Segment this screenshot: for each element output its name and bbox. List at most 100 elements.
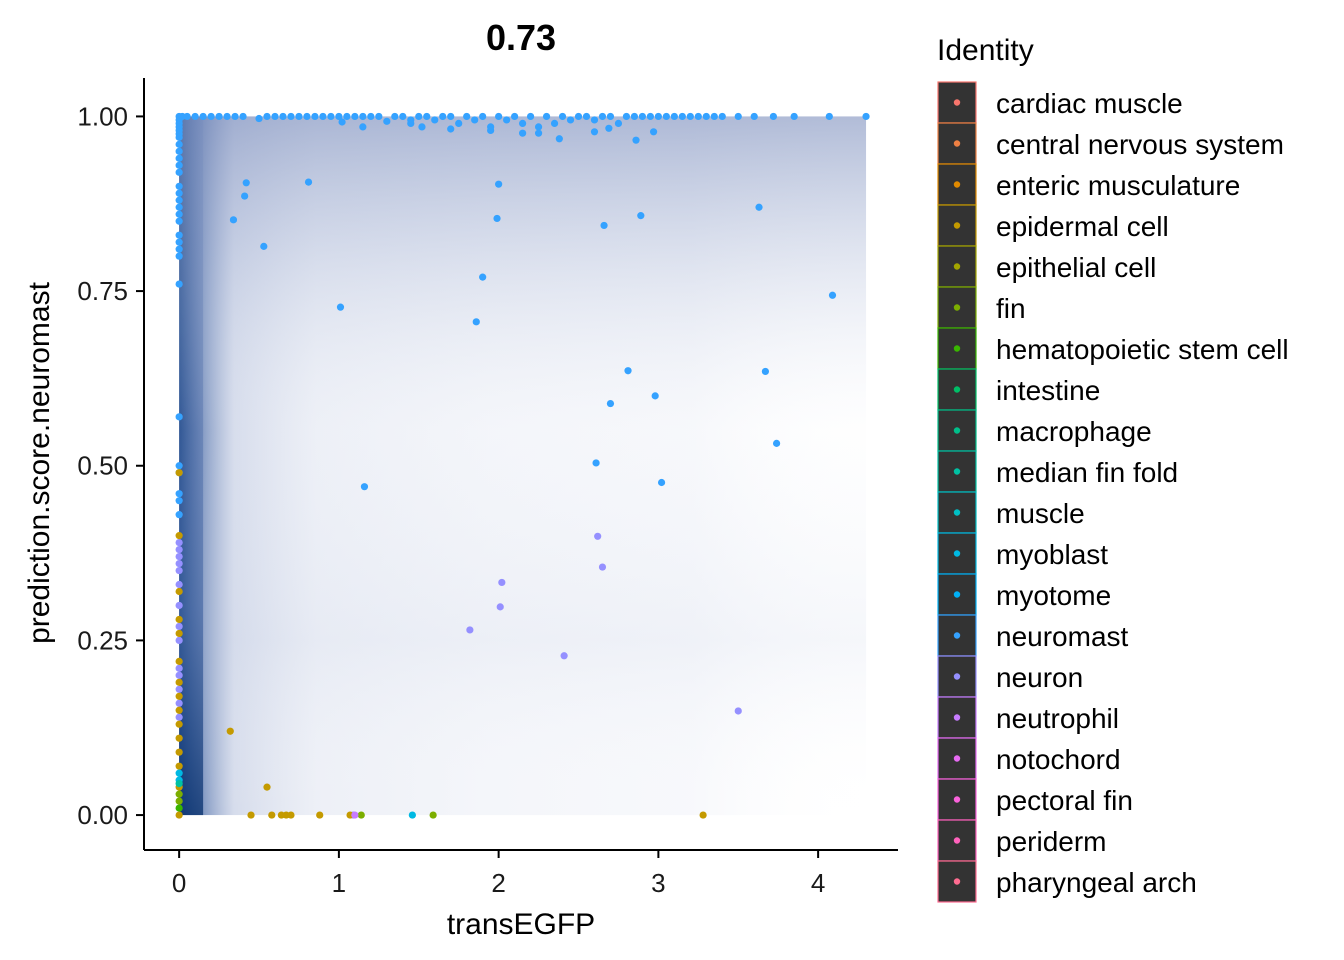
data-point: [351, 112, 359, 121]
legend-dot: [953, 837, 961, 844]
data-point: [423, 112, 431, 121]
data-point: [295, 112, 303, 121]
legend-dot: [953, 140, 961, 147]
data-point: [383, 117, 391, 125]
data-point: [287, 112, 295, 121]
data-point: [637, 212, 645, 220]
data-point: [772, 439, 781, 447]
data-point: [175, 182, 183, 190]
data-point: [399, 112, 407, 121]
legend-dot: [953, 796, 961, 803]
legend-label: macrophage: [996, 416, 1152, 447]
data-point: [582, 112, 591, 121]
legend-dot: [953, 755, 961, 762]
x-tick-label: 0: [172, 868, 186, 898]
legend-label: fin: [996, 293, 1026, 324]
data-point: [498, 578, 506, 587]
data-point: [755, 203, 763, 211]
data-point: [175, 769, 183, 777]
legend-label: central nervous system: [996, 129, 1284, 160]
data-point: [359, 123, 367, 131]
legend-label: periderm: [996, 826, 1106, 857]
data-point: [175, 811, 183, 819]
legend-label: cardiac muscle: [996, 88, 1183, 119]
data-point: [175, 580, 183, 589]
data-point: [750, 112, 758, 121]
data-point: [694, 112, 702, 121]
data-point: [175, 154, 183, 162]
data-point: [614, 119, 623, 128]
data-point: [175, 559, 183, 568]
data-point: [391, 112, 399, 121]
data-point: [493, 214, 501, 223]
y-axis-label: prediction.score.neuromast: [23, 281, 56, 644]
y-tick-label: 0.75: [77, 276, 128, 306]
data-point: [606, 112, 615, 121]
data-point: [175, 720, 183, 728]
legend-label: intestine: [996, 375, 1100, 406]
x-tick-label: 3: [651, 868, 665, 898]
data-point: [560, 652, 568, 660]
data-point: [503, 116, 511, 124]
data-point: [367, 112, 375, 121]
data-point: [495, 112, 503, 121]
data-point: [734, 112, 742, 121]
data-point: [496, 603, 504, 611]
legend-dot: [953, 263, 961, 270]
data-point: [472, 318, 480, 326]
legend-dot: [953, 304, 961, 311]
legend-label: hematopoietic stem cell: [996, 334, 1289, 365]
data-point: [600, 221, 608, 230]
data-point: [263, 112, 271, 121]
data-point: [319, 112, 327, 121]
data-point: [316, 811, 324, 819]
data-point: [734, 707, 742, 715]
data-point: [175, 168, 183, 176]
data-point: [271, 112, 279, 121]
data-point: [463, 112, 471, 121]
data-point: [335, 112, 343, 121]
data-point: [175, 252, 183, 260]
data-point: [175, 497, 183, 505]
data-point: [263, 783, 271, 791]
data-point: [327, 112, 335, 121]
data-point: [175, 133, 183, 141]
legend-dot: [953, 591, 961, 598]
data-point: [191, 112, 199, 121]
data-point: [175, 699, 183, 707]
data-point: [175, 622, 183, 631]
data-point: [241, 192, 249, 200]
legend-label: muscle: [996, 498, 1085, 529]
data-point: [223, 112, 231, 121]
data-point: [239, 112, 247, 121]
data-point: [654, 112, 662, 121]
legend: cardiac muscle central nervous system ente…: [937, 81, 1289, 903]
data-point: [471, 116, 479, 124]
legend-label: neuron: [996, 662, 1083, 693]
x-tick-label: 1: [332, 868, 346, 898]
legend-label: notochord: [996, 744, 1121, 775]
legend-title: Identity: [937, 34, 1034, 67]
data-point: [175, 678, 183, 686]
data-point: [447, 112, 455, 121]
data-point: [175, 657, 183, 665]
data-points: [175, 112, 870, 819]
data-point: [175, 780, 183, 788]
legend-label: epithelial cell: [996, 252, 1156, 283]
data-point: [862, 112, 870, 121]
data-point: [226, 727, 234, 735]
data-point: [534, 129, 543, 137]
data-point: [175, 210, 183, 218]
data-point: [542, 112, 551, 121]
data-point: [175, 147, 183, 155]
data-point: [375, 112, 383, 121]
data-point: [175, 804, 183, 812]
data-point: [247, 811, 255, 819]
data-point: [175, 762, 183, 770]
legend-dot: [953, 345, 961, 352]
data-point: [439, 112, 447, 121]
data-point: [175, 203, 183, 211]
data-point: [761, 367, 770, 376]
data-point: [718, 112, 726, 121]
legend-label: neuromast: [996, 621, 1129, 652]
